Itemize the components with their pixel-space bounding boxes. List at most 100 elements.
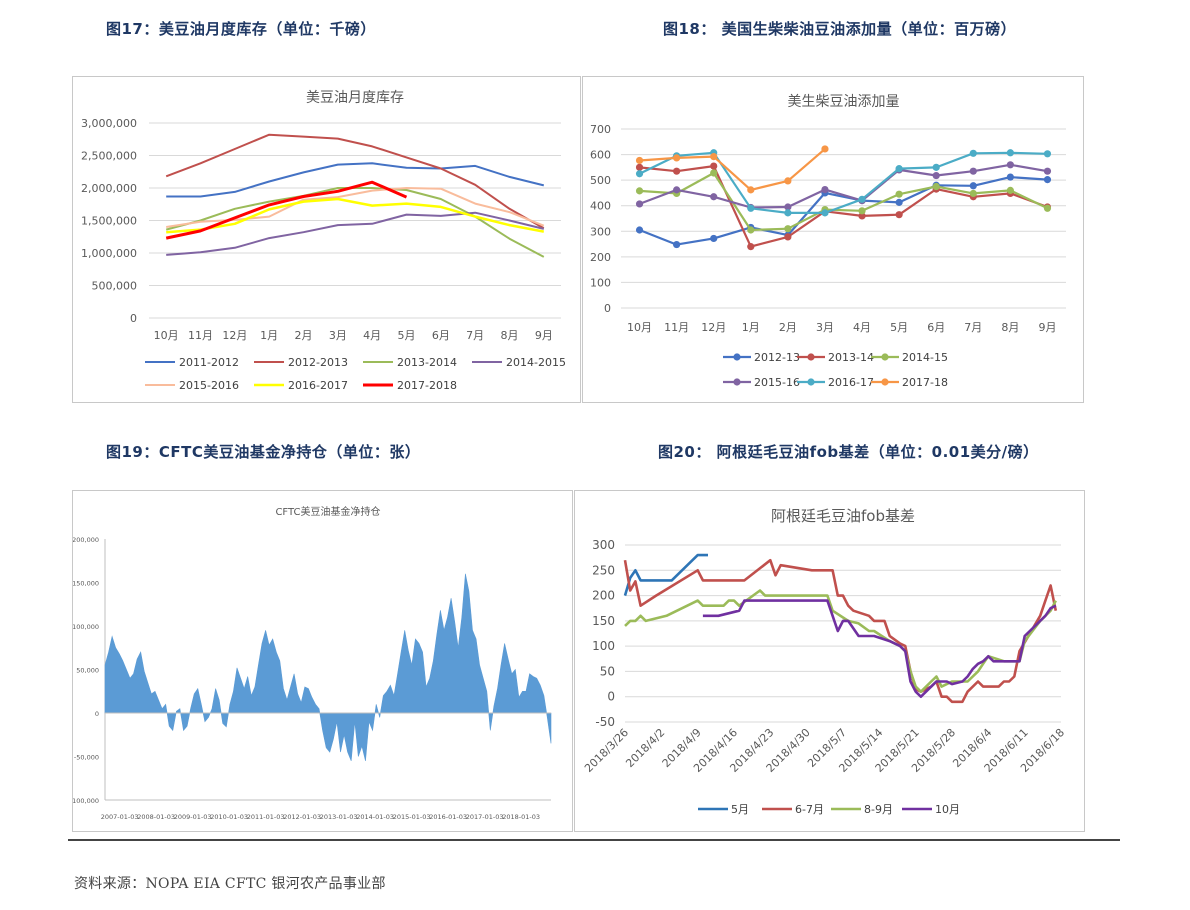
data-point-2015-16 xyxy=(710,193,718,201)
y-tick-label: 200 xyxy=(590,251,611,264)
x-tick-label: 10月 xyxy=(627,321,652,334)
figure-18-heading: 图18： 美国生柴柴油豆油添加量（单位：百万磅） xyxy=(663,20,1017,38)
y-tick-label: 250 xyxy=(592,563,615,577)
y-tick-label: 200 xyxy=(592,589,615,603)
source-note: 资料来源：NOPA EIA CFTC 银河农产品事业部 xyxy=(74,876,386,892)
soyoil-stocks-chart: 美豆油月度库存 0 500,000 1,000,000 1,500,000 2,000,0… xyxy=(81,90,566,392)
series-line-8-9月 xyxy=(624,589,1057,693)
data-point-2012-13 xyxy=(969,182,977,190)
data-point-2016-17 xyxy=(858,195,866,203)
data-point-2015-16 xyxy=(969,167,977,175)
x-tick-label: 5月 xyxy=(890,321,908,334)
legend-marker xyxy=(807,378,815,386)
legend-label: 2017-18 xyxy=(902,376,948,389)
series-line-2012-13 xyxy=(639,176,1048,246)
y-tick-label: 100 xyxy=(590,276,611,289)
y-tick-label: 0 xyxy=(130,312,137,325)
x-tick-label: 7月 xyxy=(964,321,982,334)
cftc-net-position-chart: CFTC美豆油基金净持仓 -100,000 -50,000 0 50,000 100,00… xyxy=(73,505,552,821)
data-point-2014-15 xyxy=(635,187,644,195)
data-point-2013-14 xyxy=(858,212,866,220)
data-point-2016-17 xyxy=(635,170,644,178)
net-position-area xyxy=(104,573,552,762)
legend-label: 2017-2018 xyxy=(397,379,457,392)
data-point-2013-14 xyxy=(895,211,903,219)
series-line-2013-14 xyxy=(639,165,1048,248)
data-point-2016-17 xyxy=(1043,150,1052,158)
x-tick-label: 12月 xyxy=(701,321,726,334)
y-tick-label: -100,000 xyxy=(73,797,99,805)
data-point-2014-15 xyxy=(969,189,977,198)
x-tick-label: 6月 xyxy=(927,321,945,334)
y-tick-label: -50 xyxy=(595,715,615,729)
x-tick-label: 9月 xyxy=(1038,321,1056,334)
legend-label: 2011-2012 xyxy=(179,356,239,369)
x-tick-label: 4月 xyxy=(853,321,871,334)
legend-label: 2016-2017 xyxy=(288,379,348,392)
x-tick-label: 2012-01-03 xyxy=(283,813,321,821)
y-tick-label: 50,000 xyxy=(76,667,99,675)
x-tick-label: 8月 xyxy=(501,329,519,342)
data-point-2012-13 xyxy=(895,198,903,206)
figure-20-heading: 图20： 阿根廷毛豆油fob基差（单位：0.01美分/磅） xyxy=(658,443,1039,461)
series-line-5月 xyxy=(623,553,708,596)
legend-label: 2014-2015 xyxy=(506,356,566,369)
data-point-2012-13 xyxy=(1006,173,1014,181)
x-tick-label: 2018/3/26 xyxy=(582,726,631,775)
y-tick-label: -50,000 xyxy=(74,754,99,762)
data-point-2014-15 xyxy=(710,169,718,177)
y-tick-label: 500,000 xyxy=(92,280,138,293)
x-tick-label: 2017-01-03 xyxy=(466,813,504,821)
series-line-6-7月 xyxy=(623,558,1058,704)
y-tick-label: 0 xyxy=(607,690,615,704)
data-point-2014-15 xyxy=(1006,186,1014,194)
x-tick-label: 10月 xyxy=(154,329,179,342)
data-point-2014-15 xyxy=(1043,204,1052,212)
x-tick-label: 2008-01-03 xyxy=(137,813,175,821)
data-point-2015-16 xyxy=(784,203,792,211)
data-point-2017-18 xyxy=(747,186,755,194)
x-tick-label: 11月 xyxy=(664,321,689,334)
x-tick-label: 3月 xyxy=(329,329,347,342)
data-point-2017-18 xyxy=(635,156,644,165)
data-point-2017-18 xyxy=(784,177,792,185)
biodiesel-soyoil-chart: 美生柴豆油添加量 0 100 200 300 400 500 600 700 10月 11月 12月 1… xyxy=(590,94,1066,389)
y-tick-label: 1,000,000 xyxy=(81,247,137,260)
legend-label: 2012-13 xyxy=(754,351,800,364)
data-point-2014-15 xyxy=(932,182,940,191)
footer-divider xyxy=(68,839,1120,841)
x-tick-label: 11月 xyxy=(188,329,213,342)
data-point-2016-17 xyxy=(747,204,755,212)
data-point-2013-14 xyxy=(673,167,681,175)
y-tick-label: 0 xyxy=(604,302,611,315)
x-tick-label: 4月 xyxy=(363,329,381,342)
legend-marker xyxy=(733,378,741,386)
data-point-2015-16 xyxy=(821,186,829,194)
data-point-2016-17 xyxy=(1006,149,1014,157)
legend-marker xyxy=(881,378,889,386)
data-point-2013-14 xyxy=(784,233,792,241)
figure-17-heading: 图17：美豆油月度库存（单位：千磅） xyxy=(106,20,376,38)
data-point-2017-18 xyxy=(673,154,681,162)
legend-label: 10月 xyxy=(935,803,960,816)
y-tick-label: 200,000 xyxy=(73,536,99,544)
x-tick-label: 7月 xyxy=(466,329,484,342)
series-line-2017-2018 xyxy=(165,180,408,240)
series-line-2014-15 xyxy=(639,171,1048,232)
legend-marker xyxy=(807,353,815,361)
argentina-fob-basis-chart: 阿根廷毛豆油fob基差 -50 0 50 100 150 200 250 300 2018/3/2… xyxy=(582,507,1067,816)
series-line-2011-2012 xyxy=(166,162,545,198)
x-tick-label: 8月 xyxy=(1001,321,1019,334)
data-point-2016-17 xyxy=(784,209,792,217)
series-line-2016-2017 xyxy=(166,197,545,234)
data-point-2012-13 xyxy=(673,240,681,249)
x-tick-label: 2月 xyxy=(779,321,797,334)
x-tick-label: 2013-01-03 xyxy=(320,813,358,821)
data-point-2012-13 xyxy=(635,226,644,234)
chart-panel-soyoil-stocks: 美豆油月度库存 0 500,000 1,000,000 1,500,000 2,000,0… xyxy=(72,76,581,403)
legend-marker xyxy=(881,353,889,361)
data-point-2014-15 xyxy=(895,190,903,198)
y-tick-label: 2,500,000 xyxy=(81,150,137,163)
y-tick-label: 150 xyxy=(592,614,615,628)
x-tick-label: 1月 xyxy=(742,321,760,334)
